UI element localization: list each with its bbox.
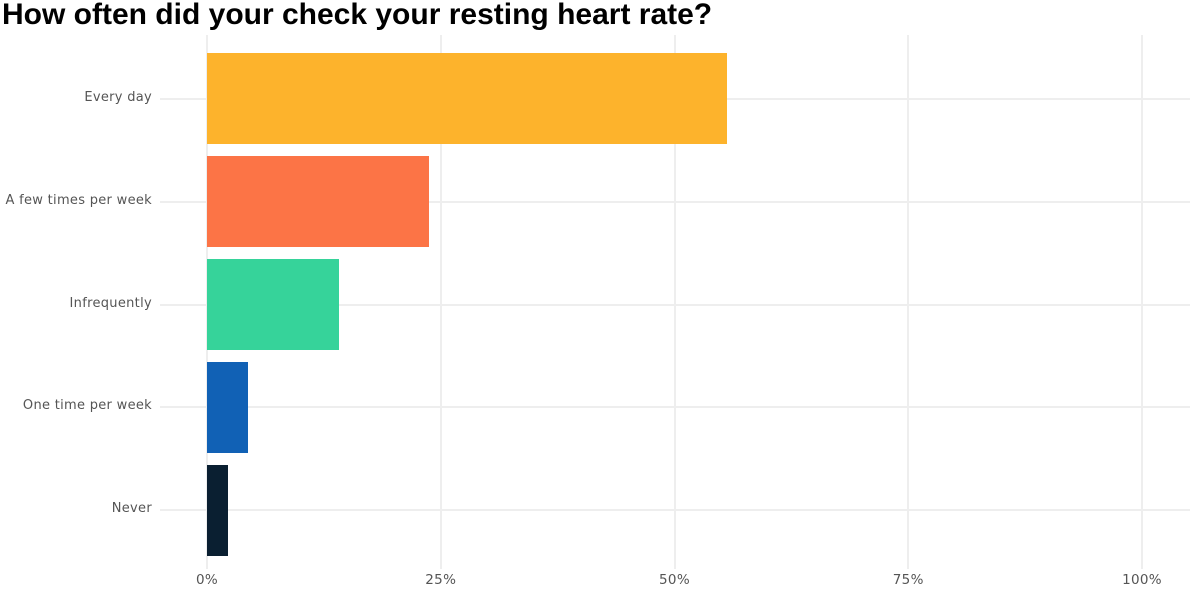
gridline-horizontal-one-time-per-week (160, 406, 1190, 409)
gridline-vertical-75 (907, 35, 910, 569)
bar-one-time-per-week (207, 361, 249, 453)
gridline-horizontal-a-few-times-per-week (160, 200, 1190, 203)
category-label-one-time-per-week: One time per week (22, 398, 152, 414)
gridline-vertical-100 (1141, 35, 1143, 569)
bar-infrequently (207, 259, 339, 350)
gridline-vertical-25 (439, 35, 442, 569)
bar-every-day (207, 53, 727, 145)
x-tick-label-50: 50% (659, 572, 690, 588)
gridline-horizontal-never (160, 509, 1190, 512)
bar-a-few-times-per-week (207, 156, 429, 248)
x-tick-label-75: 75% (892, 572, 924, 588)
x-tick-label-0: 0% (195, 572, 219, 588)
gridline-vertical-50 (673, 35, 676, 569)
bar-never (207, 464, 228, 556)
gridline-horizontal-infrequently (160, 303, 1190, 306)
category-label-every-day: Every day (84, 89, 152, 105)
category-label-infrequently: Infrequently (69, 295, 152, 311)
category-label-never: Never (111, 501, 152, 517)
chart-title: How often did your check your resting he… (2, 0, 713, 31)
category-label-a-few-times-per-week: A few times per week (5, 192, 152, 208)
x-tick-label-25: 25% (425, 572, 457, 588)
x-tick-label-100: 100% (1122, 572, 1162, 588)
